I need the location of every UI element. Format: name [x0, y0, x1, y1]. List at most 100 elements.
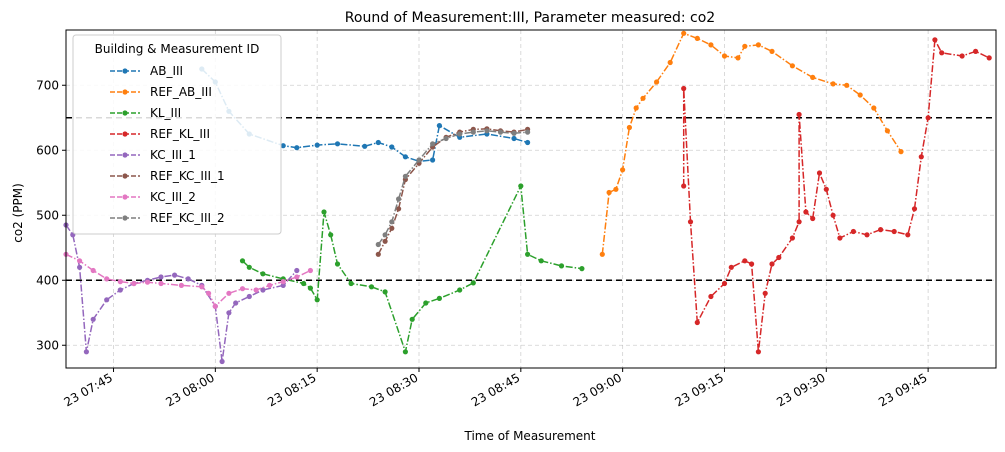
data-point [443, 135, 449, 142]
data-point [864, 232, 870, 238]
legend-item: KC_III_1 [110, 148, 196, 162]
data-point [749, 261, 755, 267]
data-point [396, 206, 402, 212]
series-ref-kc-iii-2 [375, 128, 531, 248]
data-point [77, 258, 83, 264]
series-ref-kl-iii [681, 37, 992, 355]
data-point [816, 170, 823, 176]
data-point [837, 235, 843, 241]
x-tick-label: 23 09:00 [571, 370, 624, 409]
series-ref-ab-iii [599, 30, 904, 257]
data-point [830, 81, 836, 87]
legend-marker [122, 215, 128, 221]
data-point [810, 74, 816, 80]
legend-label: REF_KL_III [150, 127, 210, 141]
data-point [470, 280, 476, 286]
data-point [396, 196, 402, 202]
legend-marker [122, 194, 128, 200]
legend-box [72, 34, 282, 235]
data-point [104, 276, 110, 282]
data-point [219, 358, 225, 365]
series-line [601, 32, 902, 255]
data-point [267, 282, 273, 288]
data-point [233, 300, 239, 306]
y-tick-label: 600 [36, 143, 59, 157]
y-tick-label: 300 [36, 338, 59, 352]
data-point [789, 63, 796, 69]
data-point [314, 297, 320, 303]
legend-label: REF_KC_III_1 [150, 169, 225, 183]
data-point [260, 287, 266, 293]
data-point [538, 258, 544, 264]
data-point [525, 139, 531, 146]
data-point [382, 289, 388, 295]
data-point [776, 254, 782, 261]
data-point [90, 267, 96, 274]
data-point [762, 290, 768, 296]
data-point [850, 228, 857, 235]
data-point [83, 349, 89, 355]
data-point [375, 241, 381, 248]
data-point [389, 225, 395, 231]
data-point [810, 215, 816, 222]
data-point [925, 115, 931, 121]
data-point [932, 37, 938, 43]
legend-label: KL_III [150, 106, 181, 120]
data-point [525, 129, 531, 135]
legend-item: REF_KL_III [110, 127, 210, 141]
data-point [253, 287, 259, 293]
data-point [511, 135, 517, 142]
legend-item: KL_III [110, 106, 181, 120]
legend-title: Building & Measurement ID [95, 42, 260, 56]
data-point [158, 280, 164, 287]
data-point [436, 295, 442, 301]
data-point [742, 258, 748, 264]
data-point [402, 173, 408, 179]
legend-label: REF_AB_III [150, 85, 212, 99]
data-point [280, 279, 286, 285]
data-point [789, 235, 796, 241]
x-tick-label: 23 08:00 [163, 370, 216, 409]
data-point [199, 284, 205, 290]
data-point [721, 280, 728, 287]
data-point [654, 79, 660, 85]
data-point [368, 284, 375, 290]
data-point [375, 251, 381, 257]
data-point [226, 290, 232, 296]
data-point [239, 258, 246, 264]
legend-item: REF_KC_III_2 [110, 211, 225, 225]
x-tick-label: 23 07:45 [62, 370, 115, 409]
data-point [525, 251, 531, 257]
x-tick-label: 23 09:45 [876, 370, 929, 409]
data-point [301, 280, 307, 287]
data-point [185, 276, 191, 282]
data-point [430, 157, 436, 163]
data-point [382, 232, 388, 238]
data-point [307, 285, 313, 291]
data-point [260, 271, 266, 277]
legend: Building & Measurement ID AB_III REF_AB_I… [72, 34, 282, 235]
data-point [457, 131, 463, 137]
data-point [77, 264, 83, 270]
data-point [518, 183, 524, 189]
data-point [884, 128, 891, 134]
data-point [294, 274, 300, 280]
data-point [497, 129, 504, 135]
chart-title: Round of Measurement:III, Parameter meas… [345, 10, 715, 26]
data-point [348, 280, 354, 287]
data-point [755, 349, 762, 355]
data-point [959, 53, 965, 59]
data-point [708, 42, 714, 48]
series-line [377, 128, 528, 255]
legend-item: KC_III_2 [110, 190, 196, 204]
x-tick-label: 23 08:30 [367, 370, 420, 409]
data-point [117, 279, 123, 285]
data-point [769, 48, 775, 55]
data-point [613, 186, 619, 192]
data-point [334, 261, 341, 267]
data-point [334, 141, 341, 147]
y-axis-label: co2 (PPM) [11, 183, 25, 243]
series-line [682, 37, 990, 352]
data-point [891, 228, 897, 235]
series-layer [63, 30, 992, 365]
